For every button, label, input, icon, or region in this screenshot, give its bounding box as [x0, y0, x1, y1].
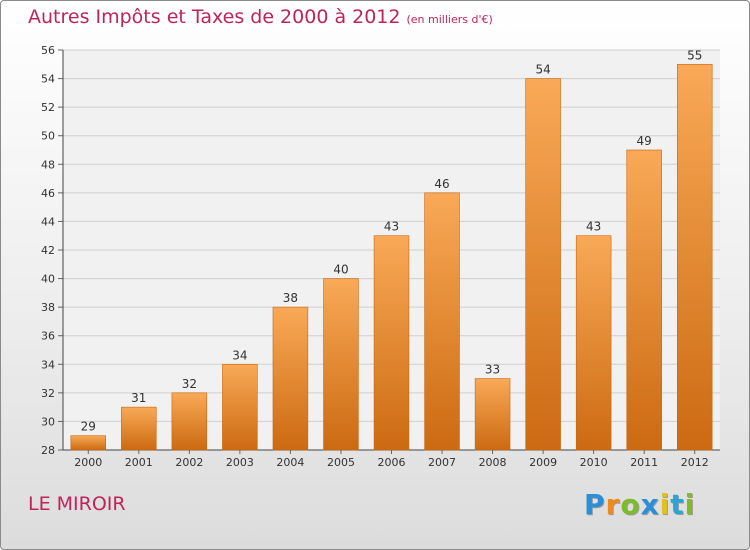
x-tick-label: 2003 — [226, 456, 254, 469]
data-label: 31 — [131, 391, 146, 405]
y-tick-label: 46 — [41, 187, 55, 200]
y-tick-label: 56 — [41, 44, 55, 57]
logo-letter: i — [684, 488, 696, 521]
y-tick-label: 42 — [41, 244, 55, 257]
y-tick-label: 52 — [41, 101, 55, 114]
x-tick-label: 2001 — [125, 456, 153, 469]
y-tick-label: 36 — [41, 330, 55, 343]
bar — [272, 306, 309, 451]
y-tick-label: 54 — [41, 73, 55, 86]
data-label: 49 — [637, 134, 652, 148]
x-tick-label: 2005 — [327, 456, 355, 469]
bar — [70, 435, 107, 451]
y-tick-label: 34 — [41, 358, 55, 371]
data-label: 29 — [81, 420, 96, 434]
bar — [121, 406, 157, 451]
x-tick-label: 2011 — [630, 456, 658, 469]
bar — [474, 378, 511, 451]
x-tick-label: 2007 — [428, 456, 456, 469]
x-tick-label: 2010 — [580, 456, 608, 469]
bar — [676, 63, 713, 451]
x-tick-label: 2006 — [378, 456, 406, 469]
data-label: 38 — [283, 291, 298, 305]
y-tick-label: 48 — [41, 158, 55, 171]
y-tick-label: 38 — [41, 301, 55, 314]
data-label: 33 — [485, 363, 500, 377]
y-tick-label: 40 — [41, 273, 55, 286]
x-tick-label: 2000 — [74, 456, 102, 469]
bar — [626, 149, 662, 451]
data-label: 55 — [687, 48, 702, 62]
logo-letter: r — [605, 488, 621, 521]
bar — [222, 363, 258, 451]
y-tick-label: 44 — [41, 215, 55, 228]
proxiti-logo[interactable]: Proxiti — [584, 488, 695, 521]
logo-letter: x — [640, 488, 660, 521]
bar — [424, 192, 460, 451]
data-label: 43 — [384, 220, 399, 234]
data-label: 34 — [232, 348, 247, 362]
logo-letter: t — [670, 488, 685, 521]
y-tick-label: 32 — [41, 387, 55, 400]
data-label: 32 — [182, 377, 197, 391]
data-label: 40 — [333, 263, 348, 277]
bar — [323, 278, 359, 451]
y-tick-label: 50 — [41, 130, 55, 143]
data-label: 54 — [535, 63, 550, 77]
bar — [525, 78, 561, 451]
x-tick-label: 2012 — [681, 456, 709, 469]
y-tick-label: 28 — [41, 444, 55, 457]
y-tick-label: 30 — [41, 415, 55, 428]
commune-name: LE MIROIR — [28, 493, 126, 515]
chart-subtitle: (en milliers d'€) — [406, 13, 493, 26]
x-tick-label: 2002 — [175, 456, 203, 469]
x-tick-label: 2009 — [529, 456, 557, 469]
bar — [373, 235, 410, 451]
logo-letter: o — [620, 488, 641, 521]
x-tick-label: 2004 — [276, 456, 304, 469]
chart-title-row: Autres Impôts et Taxes de 2000 à 2012 (en… — [28, 6, 493, 28]
bar — [575, 235, 612, 451]
chart-title: Autres Impôts et Taxes de 2000 à 2012 — [28, 6, 401, 28]
data-label: 43 — [586, 220, 601, 234]
logo-letter: i — [659, 488, 671, 521]
x-tick-label: 2008 — [479, 456, 507, 469]
logo-letter: P — [584, 488, 606, 521]
bar — [171, 392, 208, 451]
data-label: 46 — [434, 177, 449, 191]
